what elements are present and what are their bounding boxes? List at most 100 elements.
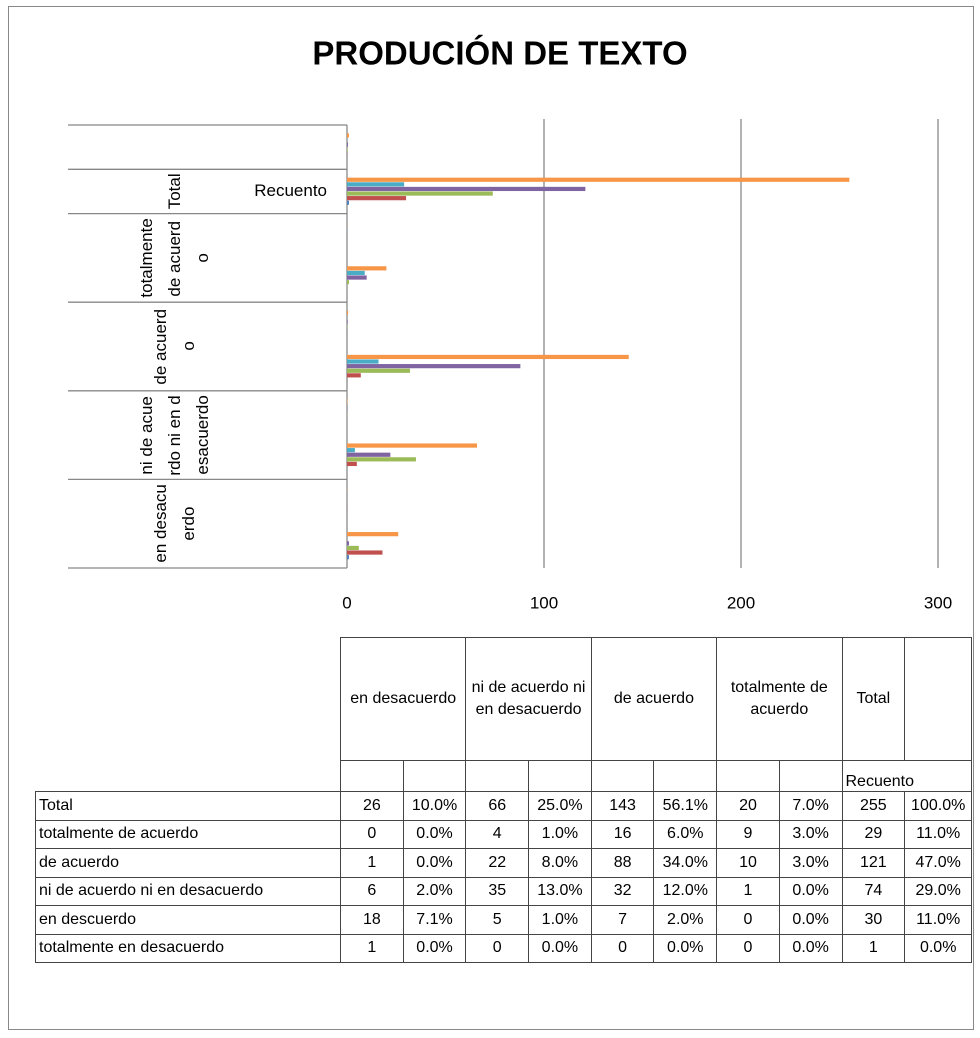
cell: 20 (716, 791, 780, 821)
cell: 30 (841, 905, 906, 935)
cell: 8.0% (528, 848, 592, 878)
cell: 25.0% (528, 791, 592, 821)
category-header (716, 760, 780, 792)
bar (347, 448, 355, 453)
cell: 3.0% (778, 819, 843, 849)
bar (347, 545, 359, 551)
cell: 2.0% (653, 905, 718, 935)
cell: 0 (465, 933, 530, 963)
cell: 32 (590, 876, 655, 906)
bar (347, 555, 349, 560)
bar (347, 177, 850, 182)
bar (347, 368, 411, 373)
row-label: de acuerdo (35, 848, 341, 878)
bar (347, 196, 407, 201)
group-header: en desacuerdo (339, 637, 467, 761)
cell: 7 (590, 905, 655, 935)
cell: 100.0% (904, 791, 973, 821)
cell: 16 (590, 819, 655, 849)
cell: 1 (340, 933, 404, 963)
table-row: de acuerdo 1 0.0% 22 8.0% 88 34.0% 10 3.0% 121 47.… (35, 848, 973, 878)
group-header: ni de acuerdo ni en desacuerdo (465, 637, 592, 761)
cell: 12.0% (653, 876, 718, 906)
bar (347, 532, 399, 537)
category-header (402, 760, 467, 792)
bar (347, 147, 348, 152)
cell: 121 (841, 848, 906, 878)
row-label: en descuerdo (35, 905, 341, 935)
bar (347, 354, 629, 360)
cell: 34.0% (653, 848, 718, 878)
bar (347, 461, 357, 467)
cell: 56.1% (653, 791, 718, 821)
bar (347, 310, 349, 315)
cell: 3.0% (778, 848, 843, 878)
blank (36, 638, 341, 761)
cell: 0.0% (778, 933, 843, 963)
category-group-label: Total (165, 173, 184, 210)
table-row: totalmente de acuerdo 0 0.0% 4 1.0% 16 6.0% 9 3.… (35, 819, 973, 849)
cell: 0.0% (653, 933, 718, 963)
bar (347, 270, 365, 276)
cell: 1.0% (528, 905, 592, 935)
cell: 0 (716, 933, 780, 963)
bar (347, 191, 493, 196)
cell: 0.0% (402, 848, 467, 878)
category-group-label: de acuerdo (151, 308, 198, 385)
category-group-label: ni de acuerdo ni en desacuerdo (137, 394, 212, 476)
chart-title: PRODUCIÓN DE TEXTO (312, 35, 687, 72)
bar (347, 541, 349, 546)
cell: 22 (465, 848, 530, 878)
cell: 9 (716, 819, 780, 849)
cell: 2.0% (402, 876, 467, 906)
row-label: ni de acuerdo ni en desacuerdo (35, 876, 341, 906)
bar (347, 319, 348, 324)
cell: 1 (841, 933, 906, 963)
bar (347, 133, 349, 138)
table-row: Total 26 10.0% 66 25.0% 143 56.1% 20 7.0% 255 100.… (35, 791, 973, 821)
cell: 0.0% (778, 876, 843, 906)
x-tick-label: 100 (530, 593, 558, 612)
y-tick-label: Recuento (254, 181, 327, 200)
cell: 0 (590, 933, 655, 963)
cell: 35 (465, 876, 530, 906)
cell: 0 (716, 905, 780, 935)
cell: 11.0% (904, 905, 973, 935)
row-label: totalmente de acuerdo (35, 819, 341, 849)
cell: 0.0% (528, 933, 592, 963)
bar (347, 200, 349, 205)
row-label: Total (35, 791, 341, 821)
cell: 29 (841, 819, 906, 849)
cell: 10.0% (402, 791, 467, 821)
cell: 7.0% (778, 791, 843, 821)
table-row: totalmente en desacuerdo 1 0.0% 0 0.0% 0 0.0% 0… (35, 933, 973, 963)
cell: 26 (340, 791, 404, 821)
bar (347, 186, 586, 192)
cell: 88 (590, 848, 655, 878)
table-row: ni de acuerdo ni en desacuerdo 6 2.0% 35 13.… (35, 876, 973, 906)
cell: 1 (716, 876, 780, 906)
cell: 66 (465, 791, 530, 821)
cell: 143 (590, 791, 655, 821)
cell: 7.1% (402, 905, 467, 935)
cell: 18 (340, 905, 404, 935)
group-header (904, 637, 973, 761)
table-row: en descuerdo 18 7.1% 5 1.0% 7 2.0% 0 0.0% 30 11.0% (35, 905, 973, 935)
x-tick-label: 200 (727, 593, 755, 612)
x-tick-label: 0 (342, 593, 351, 612)
bar (347, 280, 349, 285)
bar (347, 452, 391, 457)
data-table: en desacuerdo ni de acuerdo ni en desacue… (35, 637, 973, 963)
category-header: Recuento (841, 760, 973, 792)
bar (347, 142, 348, 147)
cell: 5 (465, 905, 530, 935)
x-tick-label: 300 (924, 593, 952, 612)
group-header: totalmente de acuerdo (716, 637, 843, 761)
bar (347, 266, 387, 271)
cell: 29.0% (904, 876, 973, 906)
bar (347, 275, 367, 280)
cell: 255 (841, 791, 906, 821)
category-header (590, 760, 655, 792)
cell: 10 (716, 848, 780, 878)
